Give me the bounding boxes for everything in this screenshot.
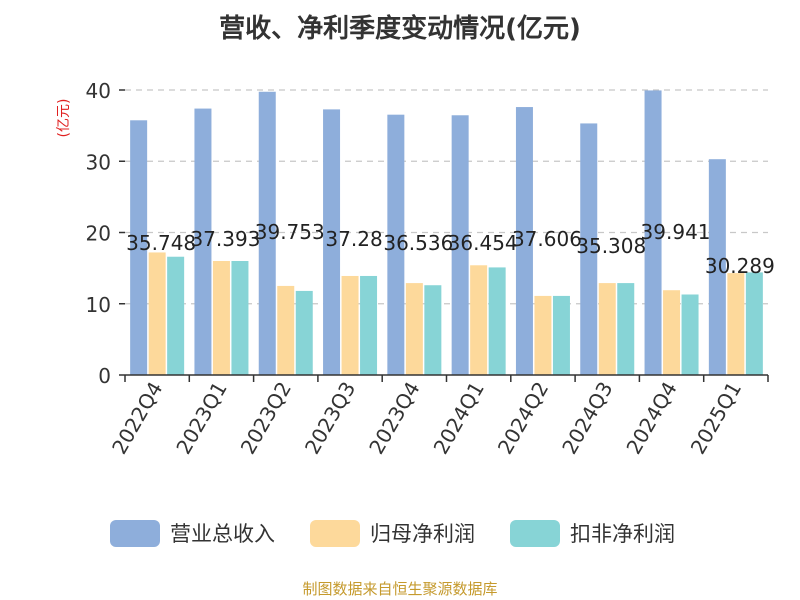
x-tick-label: 2024Q3	[557, 378, 617, 459]
legend-label: 归母净利润	[370, 522, 475, 546]
x-tick-label: 2024Q4	[621, 378, 681, 459]
bar	[617, 283, 635, 375]
bar	[130, 120, 148, 375]
bar	[745, 272, 763, 375]
x-tick-label: 2025Q1	[686, 378, 746, 459]
data-label: 35.748	[126, 231, 196, 255]
bar	[194, 108, 212, 375]
data-label: 37.393	[190, 227, 260, 251]
data-label: 39.941	[641, 220, 711, 244]
data-label: 30.289	[705, 254, 775, 278]
bar	[148, 252, 166, 375]
bar	[598, 283, 616, 375]
bar	[488, 267, 506, 375]
bar	[323, 109, 341, 375]
x-tick-label: 2023Q1	[171, 378, 231, 459]
bar	[424, 285, 442, 375]
bar	[212, 261, 230, 375]
bar	[552, 295, 570, 375]
data-label: 36.454	[448, 231, 518, 255]
y-tick-label: 20	[86, 222, 111, 246]
y-tick-label: 10	[86, 293, 111, 317]
data-label: 36.536	[383, 231, 453, 255]
bar	[515, 107, 533, 375]
bar	[258, 91, 276, 375]
bar	[167, 256, 185, 375]
bar	[360, 275, 378, 375]
bar	[644, 90, 662, 375]
y-tick-label: 40	[86, 79, 111, 103]
bar	[727, 273, 745, 375]
y-tick-label: 0	[98, 364, 111, 388]
x-tick-label: 2023Q2	[236, 378, 296, 459]
data-label: 39.753	[255, 220, 325, 244]
legend-label: 营业总收入	[170, 522, 275, 546]
legend-swatch	[110, 520, 160, 547]
bar	[663, 290, 681, 375]
legend-label: 扣非净利润	[570, 522, 675, 546]
bar	[470, 265, 488, 375]
x-tick-label: 2024Q1	[429, 378, 489, 459]
x-tick-label: 2023Q4	[364, 378, 424, 459]
bar	[277, 285, 295, 375]
bar	[387, 114, 405, 375]
y-tick-label: 30	[86, 150, 111, 174]
x-tick-label: 2022Q4	[107, 378, 167, 459]
bar	[231, 261, 249, 375]
bar	[681, 294, 699, 375]
bar	[580, 123, 598, 375]
legend-swatch	[510, 520, 560, 547]
source-note: 制图数据来自恒生聚源数据库	[302, 580, 498, 598]
data-label: 35.308	[576, 234, 646, 258]
data-label: 37.606	[512, 227, 582, 251]
bar	[534, 295, 552, 375]
x-tick-label: 2023Q3	[300, 378, 360, 459]
bar	[405, 283, 423, 375]
legend-swatch	[310, 520, 360, 547]
bar	[341, 275, 359, 375]
data-label: 37.28	[325, 227, 382, 251]
bar	[708, 159, 726, 375]
y-axis-label: (亿元)	[56, 99, 72, 138]
chart-title: 营收、净利季度变动情况(亿元)	[219, 14, 581, 44]
x-tick-label: 2024Q2	[493, 378, 553, 459]
bar	[451, 115, 469, 375]
bar	[295, 290, 313, 375]
